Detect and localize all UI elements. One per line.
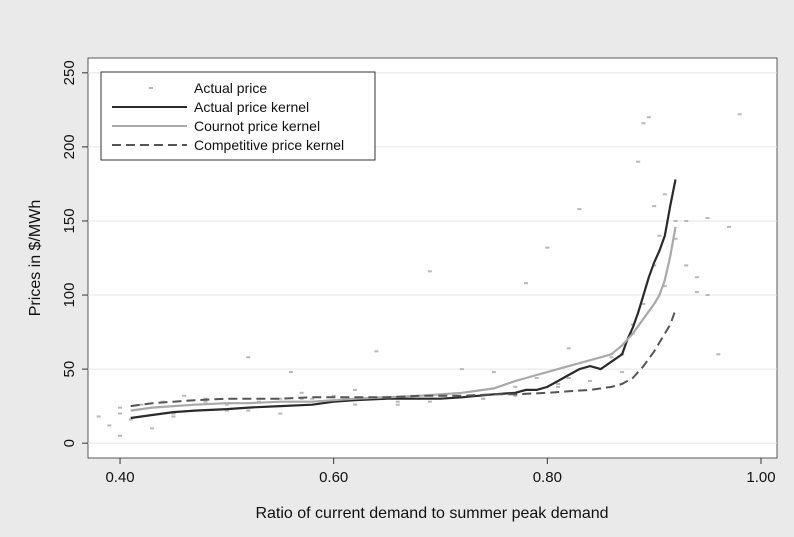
actual-price-point: [609, 356, 614, 359]
actual-price-kernel-line: [130, 179, 677, 420]
actual-price-point: [96, 415, 101, 418]
actual-price-point: [203, 400, 208, 403]
y-tick-label: 50: [61, 361, 78, 378]
actual-price-point: [545, 246, 550, 249]
actual-price-point: [139, 403, 144, 406]
actual-price-point: [459, 368, 464, 371]
actual-price-point: [646, 116, 651, 119]
actual-price-point: [577, 208, 582, 211]
actual-price-point: [278, 412, 283, 415]
x-tick-label: 0.40: [105, 469, 134, 486]
actual-price-point: [566, 377, 571, 379]
y-tick-label: 100: [61, 283, 78, 308]
actual-price-point: [171, 412, 176, 415]
legend-label: Actual price: [194, 80, 267, 96]
actual-price-point: [673, 219, 678, 222]
actual-price-point: [353, 388, 358, 391]
actual-price-point: [684, 219, 689, 222]
actual-price-point: [299, 391, 304, 394]
actual-price-point: [556, 385, 561, 388]
y-tick-label: 250: [61, 60, 78, 85]
actual-price-point: [182, 394, 187, 397]
actual-price-point: [705, 294, 710, 297]
legend: Actual price Actual price kernel Cournot p…: [100, 71, 376, 161]
actual-price-point: [737, 113, 742, 116]
actual-price-point: [641, 122, 646, 125]
actual-price-point: [662, 285, 667, 288]
actual-price-point: [246, 409, 251, 412]
y-tick-label: 200: [61, 134, 78, 159]
actual-price-point: [726, 225, 731, 228]
actual-price-point: [588, 379, 593, 382]
actual-price-point: [481, 397, 486, 400]
actual-price-point: [641, 302, 646, 305]
actual-price-point: [107, 424, 112, 427]
x-axis-title: Ratio of current demand to summer peak d…: [255, 505, 608, 522]
actual-price-point: [716, 353, 721, 356]
actual-price-point: [395, 403, 400, 406]
actual-price-point: [331, 394, 336, 397]
actual-price-point: [620, 371, 625, 374]
actual-price-point: [657, 234, 662, 237]
actual-price-point: [705, 217, 710, 219]
y-tick-label: 0: [61, 439, 78, 447]
actual-price-point: [118, 406, 123, 409]
actual-price-point: [118, 434, 123, 437]
actual-price-point: [662, 193, 667, 196]
actual-price-point: [513, 394, 518, 397]
actual-price-point: [673, 237, 678, 240]
actual-price-point: [171, 415, 176, 418]
actual-price-point: [374, 350, 379, 353]
actual-price-point: [684, 264, 689, 267]
actual-price-point: [278, 397, 283, 400]
y-tick-label: 150: [61, 208, 78, 233]
legend-swatch-points: [149, 87, 153, 89]
y-axis-title: Prices in $/MWh: [27, 200, 44, 316]
actual-price-point: [150, 427, 155, 430]
actual-price-point: [118, 412, 123, 415]
actual-price-point: [513, 385, 518, 388]
series-layer: [96, 113, 742, 437]
x-tick-label: 0.60: [319, 469, 348, 486]
actual-price-point: [353, 403, 358, 406]
actual-price-point: [128, 418, 133, 421]
actual-price-point: [427, 270, 432, 273]
actual-price-point: [556, 382, 561, 385]
legend-label: Cournot price kernel: [194, 118, 320, 134]
actual-price-point: [491, 371, 496, 374]
actual-price-point: [310, 397, 315, 400]
actual-price-point: [636, 160, 641, 163]
cournot-price-kernel-line: [130, 226, 677, 412]
x-tick-label: 0.80: [533, 469, 562, 486]
actual-price-point: [224, 409, 229, 412]
axes: 0 50 100 150 200 250 0.40 0.60 0.80 1.00: [61, 60, 776, 486]
x-tick-label: 1.00: [746, 469, 775, 486]
actual-price-point: [427, 400, 432, 403]
actual-price-point: [246, 356, 251, 359]
actual-price-point: [694, 291, 699, 294]
actual-price-point: [566, 347, 571, 350]
legend-label: Competitive price kernel: [194, 137, 344, 153]
competitive-price-kernel-line: [130, 309, 677, 408]
actual-price-point: [652, 205, 657, 208]
actual-price-point: [694, 276, 699, 279]
legend-label: Actual price kernel: [194, 99, 309, 115]
actual-price-point: [523, 282, 528, 285]
actual-price-point: [395, 400, 400, 403]
actual-price-point: [534, 377, 539, 379]
actual-price-point: [224, 403, 229, 406]
actual-price-point: [288, 371, 293, 374]
